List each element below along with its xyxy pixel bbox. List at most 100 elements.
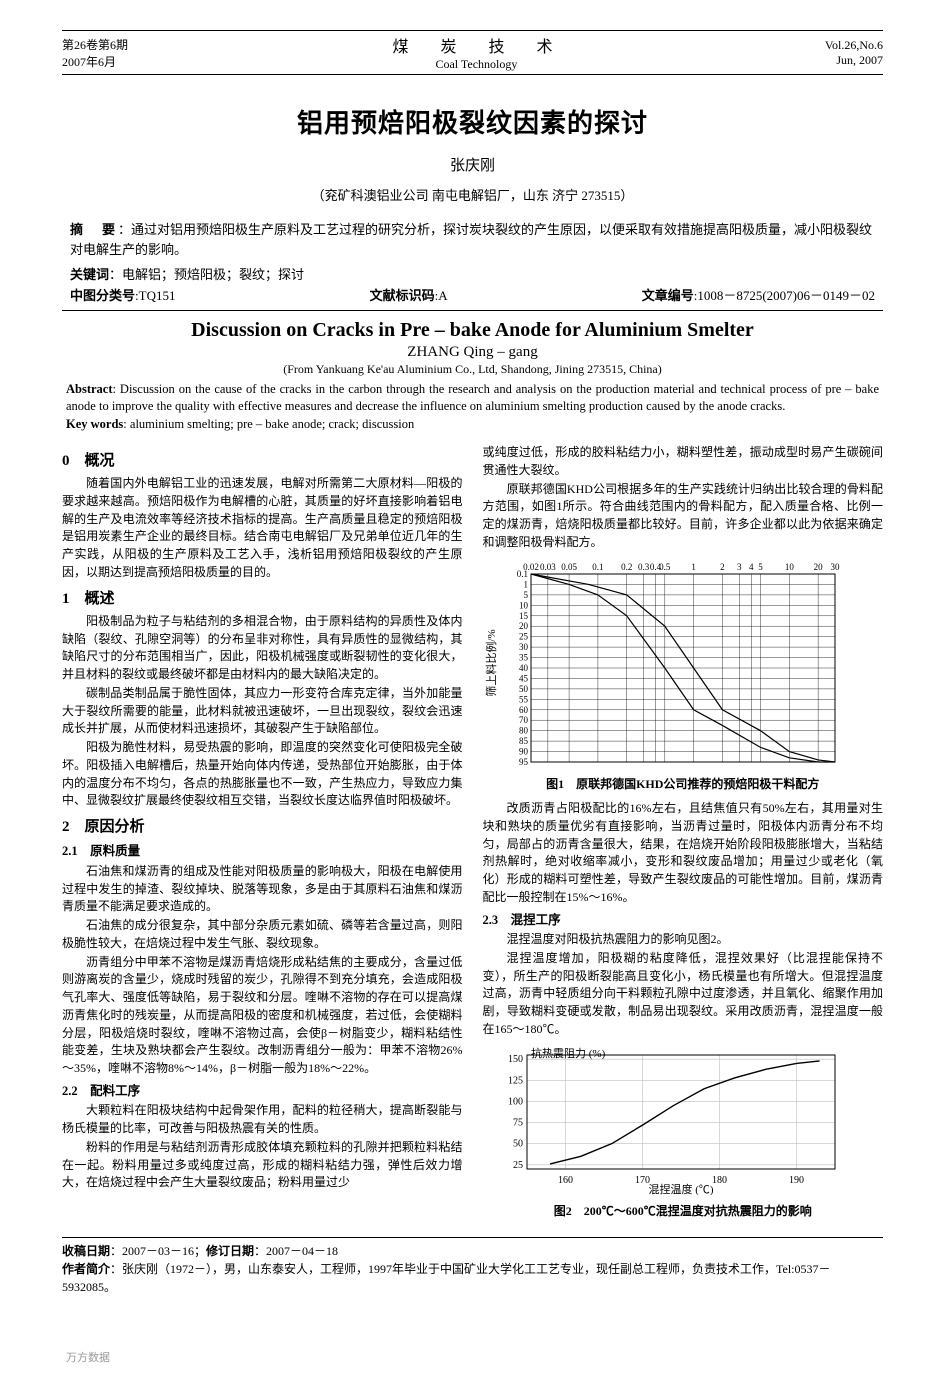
abstract-cn-label: 摘 要 (70, 222, 118, 237)
svg-text:85: 85 (519, 736, 529, 746)
svg-text:80: 80 (519, 725, 529, 735)
svg-text:4: 4 (748, 562, 753, 572)
abstract-cn-text: ：通过对铝用预焙阳极生产原料及工艺过程的研究分析，探讨炭块裂纹的产生原因，以便采… (70, 222, 872, 257)
class-no-label: 中图分类号 (70, 288, 135, 303)
author-bio: ：张庆刚（1972－），男，山东泰安人，工程师，1997年毕业于中国矿业大学化工… (62, 1262, 831, 1294)
keywords-en: Key words: aluminium smelting; pre – bak… (66, 417, 879, 432)
section-2-2-p2: 粉料的作用是与粘结剂沥青形成胶体填充颗粒料的孔隙并把颗粒料粘结在一起。粉料用量过… (62, 1139, 463, 1192)
svg-text:50: 50 (519, 683, 529, 693)
section-1-p1: 阳极制品为粒子与粘结剂的多相混合物，由于原料结构的异质性及体内缺陷（裂纹、孔隙空… (62, 613, 463, 684)
figure-2-caption: 图2 200℃～600℃混捏温度对抗热震阻力的影响 (483, 1203, 884, 1221)
section-2-1-p1: 石油焦和煤沥青的组成及性能对阳极质量的影响极大，阳极在电解使用过程中发生的掉渣、… (62, 863, 463, 916)
svg-text:180: 180 (712, 1175, 727, 1186)
section-2-3-p1: 混捏温度对阳极抗热震阻力的影响见图2。 (483, 931, 884, 949)
svg-text:125: 125 (508, 1075, 523, 1086)
keywords-cn: 关键词：电解铝；预焙阳极；裂纹；探讨 (70, 264, 875, 283)
keywords-en-text: : aluminium smelting; pre – bake anode; … (123, 417, 414, 431)
figure-2-chart: 255075100125150160170180190抗热震阻力 (%)混捏温度… (483, 1045, 843, 1195)
article-title-en: Discussion on Cracks in Pre – bake Anode… (62, 319, 883, 342)
vol-issue-en: Vol.26,No.6 (825, 38, 883, 53)
svg-text:20: 20 (813, 562, 823, 572)
svg-text:0.03: 0.03 (539, 562, 555, 572)
date-cn: 2007年6月 (62, 53, 128, 70)
svg-text:35: 35 (519, 652, 529, 662)
svg-text:160: 160 (558, 1175, 573, 1186)
received-label: 收稿日期 (62, 1244, 110, 1258)
svg-text:0.05: 0.05 (561, 562, 577, 572)
svg-text:75: 75 (513, 1117, 523, 1128)
section-2-1-title: 2.1 原料质量 (62, 842, 463, 861)
article-id-label: 文章编号 (642, 288, 694, 303)
body-columns: 0 概况 随着国内外电解铝工业的迅速发展，电解对所需第二大原材料—阳极的要求越来… (62, 444, 883, 1227)
svg-text:100: 100 (508, 1096, 523, 1107)
figure-1-caption: 图1 原联邦德国KHD公司推荐的预焙阳极干料配方 (483, 776, 884, 794)
svg-text:3: 3 (737, 562, 742, 572)
svg-text:混捏温度 (℃): 混捏温度 (℃) (648, 1182, 713, 1195)
keywords-cn-text: ：电解铝；预焙阳极；裂纹；探讨 (109, 267, 304, 282)
abstract-en-label: Abstract (66, 382, 113, 396)
class-no: :TQ151 (135, 288, 175, 303)
svg-text:10: 10 (784, 562, 794, 572)
svg-text:10: 10 (519, 600, 529, 610)
section-2-2-title: 2.2 配料工序 (62, 1082, 463, 1101)
section-2-1-p2: 石油焦的成分很复杂，其中部分杂质元素如硫、磷等若含量过高，则阳极脆性较大，在焙烧… (62, 917, 463, 953)
watermark: 万方数据 (66, 1349, 110, 1365)
section-2-3-p2: 混捏温度增加，阳极糊的粘度降低，混捏效果好（比混捏能保持不变），所生产的阳极断裂… (483, 950, 884, 1039)
journal-cn: 煤 炭 技 术 (392, 33, 560, 57)
journal-en: Coal Technology (392, 57, 560, 72)
right-p1: 或纯度过低，形成的胶料粘结力小，糊料塑性差，振动成型时易产生碳碗间贯通性大裂纹。 (483, 444, 884, 480)
author-cn: 张庆刚 (62, 154, 883, 175)
svg-text:0.02: 0.02 (523, 562, 539, 572)
svg-text:5: 5 (523, 589, 528, 599)
svg-text:50: 50 (513, 1138, 523, 1149)
revised-label: 修订日期 (206, 1244, 254, 1258)
svg-text:2: 2 (720, 562, 725, 572)
svg-text:30: 30 (830, 562, 840, 572)
section-2-1-p3: 沥青组分中甲苯不溶物是煤沥青焙烧形成粘结焦的主要成分，含量过低则游离炭的含量少，… (62, 954, 463, 1078)
svg-text:0.1: 0.1 (592, 562, 603, 572)
figure-1: 0.115101520253035404550556070808590950.0… (483, 558, 884, 795)
received-date: ：2007－03－16； (110, 1244, 206, 1258)
svg-text:5: 5 (758, 562, 763, 572)
left-column: 0 概况 随着国内外电解铝工业的迅速发展，电解对所需第二大原材料—阳极的要求越来… (62, 444, 463, 1227)
right-p2: 原联邦德国KHD公司根据多年的生产实践统计归纳出比较合理的骨料配方范围，如图1所… (483, 481, 884, 552)
right-p3: 改质沥青占阳极配比的16%左右，且结焦值只有50%左右，其用量对生块和熟块的质量… (483, 800, 884, 907)
figure-2: 255075100125150160170180190抗热震阻力 (%)混捏温度… (483, 1045, 884, 1222)
article-id: :1008－8725(2007)06－0149－02 (694, 288, 875, 303)
svg-text:0.2: 0.2 (621, 562, 632, 572)
author-en: ZHANG Qing – gang (62, 344, 883, 361)
section-2-3-title: 2.3 混捏工序 (483, 911, 884, 930)
section-2-title: 2 原因分析 (62, 816, 463, 838)
doc-code: :A (435, 288, 448, 303)
affiliation-cn: （兖矿科澳铝业公司 南屯电解铝厂，山东 济宁 273515） (62, 185, 883, 204)
svg-text:45: 45 (519, 673, 529, 683)
keywords-en-label: Key words (66, 417, 123, 431)
svg-text:70: 70 (519, 715, 529, 725)
svg-text:30: 30 (519, 642, 529, 652)
abstract-en-text: : Discussion on the cause of the cracks … (66, 382, 879, 413)
svg-text:40: 40 (519, 663, 529, 673)
keywords-cn-label: 关键词 (70, 267, 109, 282)
date-en: Jun, 2007 (825, 53, 883, 68)
svg-text:60: 60 (519, 704, 529, 714)
abstract-en: Abstract: Discussion on the cause of the… (66, 381, 879, 415)
section-1-p3: 阳极为脆性材料，易受热震的影响，即温度的突然变化可使阳极完全破坏。阳极插入电解槽… (62, 739, 463, 810)
affiliation-en: (From Yankuang Ke'au Aluminium Co., Ltd,… (62, 362, 883, 377)
svg-text:95: 95 (519, 757, 529, 767)
classification-row: 中图分类号:TQ151 文献标识码:A 文章编号:1008－8725(2007)… (70, 285, 875, 304)
revised-date: ：2007－04－18 (254, 1244, 338, 1258)
section-0-p1: 随着国内外电解铝工业的迅速发展，电解对所需第二大原材料—阳极的要求越来越高。预焙… (62, 475, 463, 582)
svg-text:1: 1 (691, 562, 696, 572)
footer: 收稿日期：2007－03－16；修订日期：2007－04－18 作者简介：张庆刚… (62, 1242, 883, 1296)
vol-issue-cn: 第26卷第6期 (62, 36, 128, 53)
article-title-cn: 铝用预焙阳极裂纹因素的探讨 (62, 103, 883, 140)
svg-text:190: 190 (789, 1175, 804, 1186)
author-bio-label: 作者简介 (62, 1262, 110, 1276)
running-head: 第26卷第6期 2007年6月 煤 炭 技 术 Coal Technology … (62, 31, 883, 74)
section-1-title: 1 概述 (62, 588, 463, 610)
svg-text:20: 20 (519, 621, 529, 631)
svg-text:90: 90 (519, 746, 529, 756)
doc-code-label: 文献标识码 (370, 288, 435, 303)
right-column: 或纯度过低，形成的胶料粘结力小，糊料塑性差，振动成型时易产生碳碗间贯通性大裂纹。… (483, 444, 884, 1227)
section-1-p2: 碳制品类制品属于脆性固体，其应力一形变符合库克定律，当外加能量大于裂纹所需要的能… (62, 685, 463, 738)
